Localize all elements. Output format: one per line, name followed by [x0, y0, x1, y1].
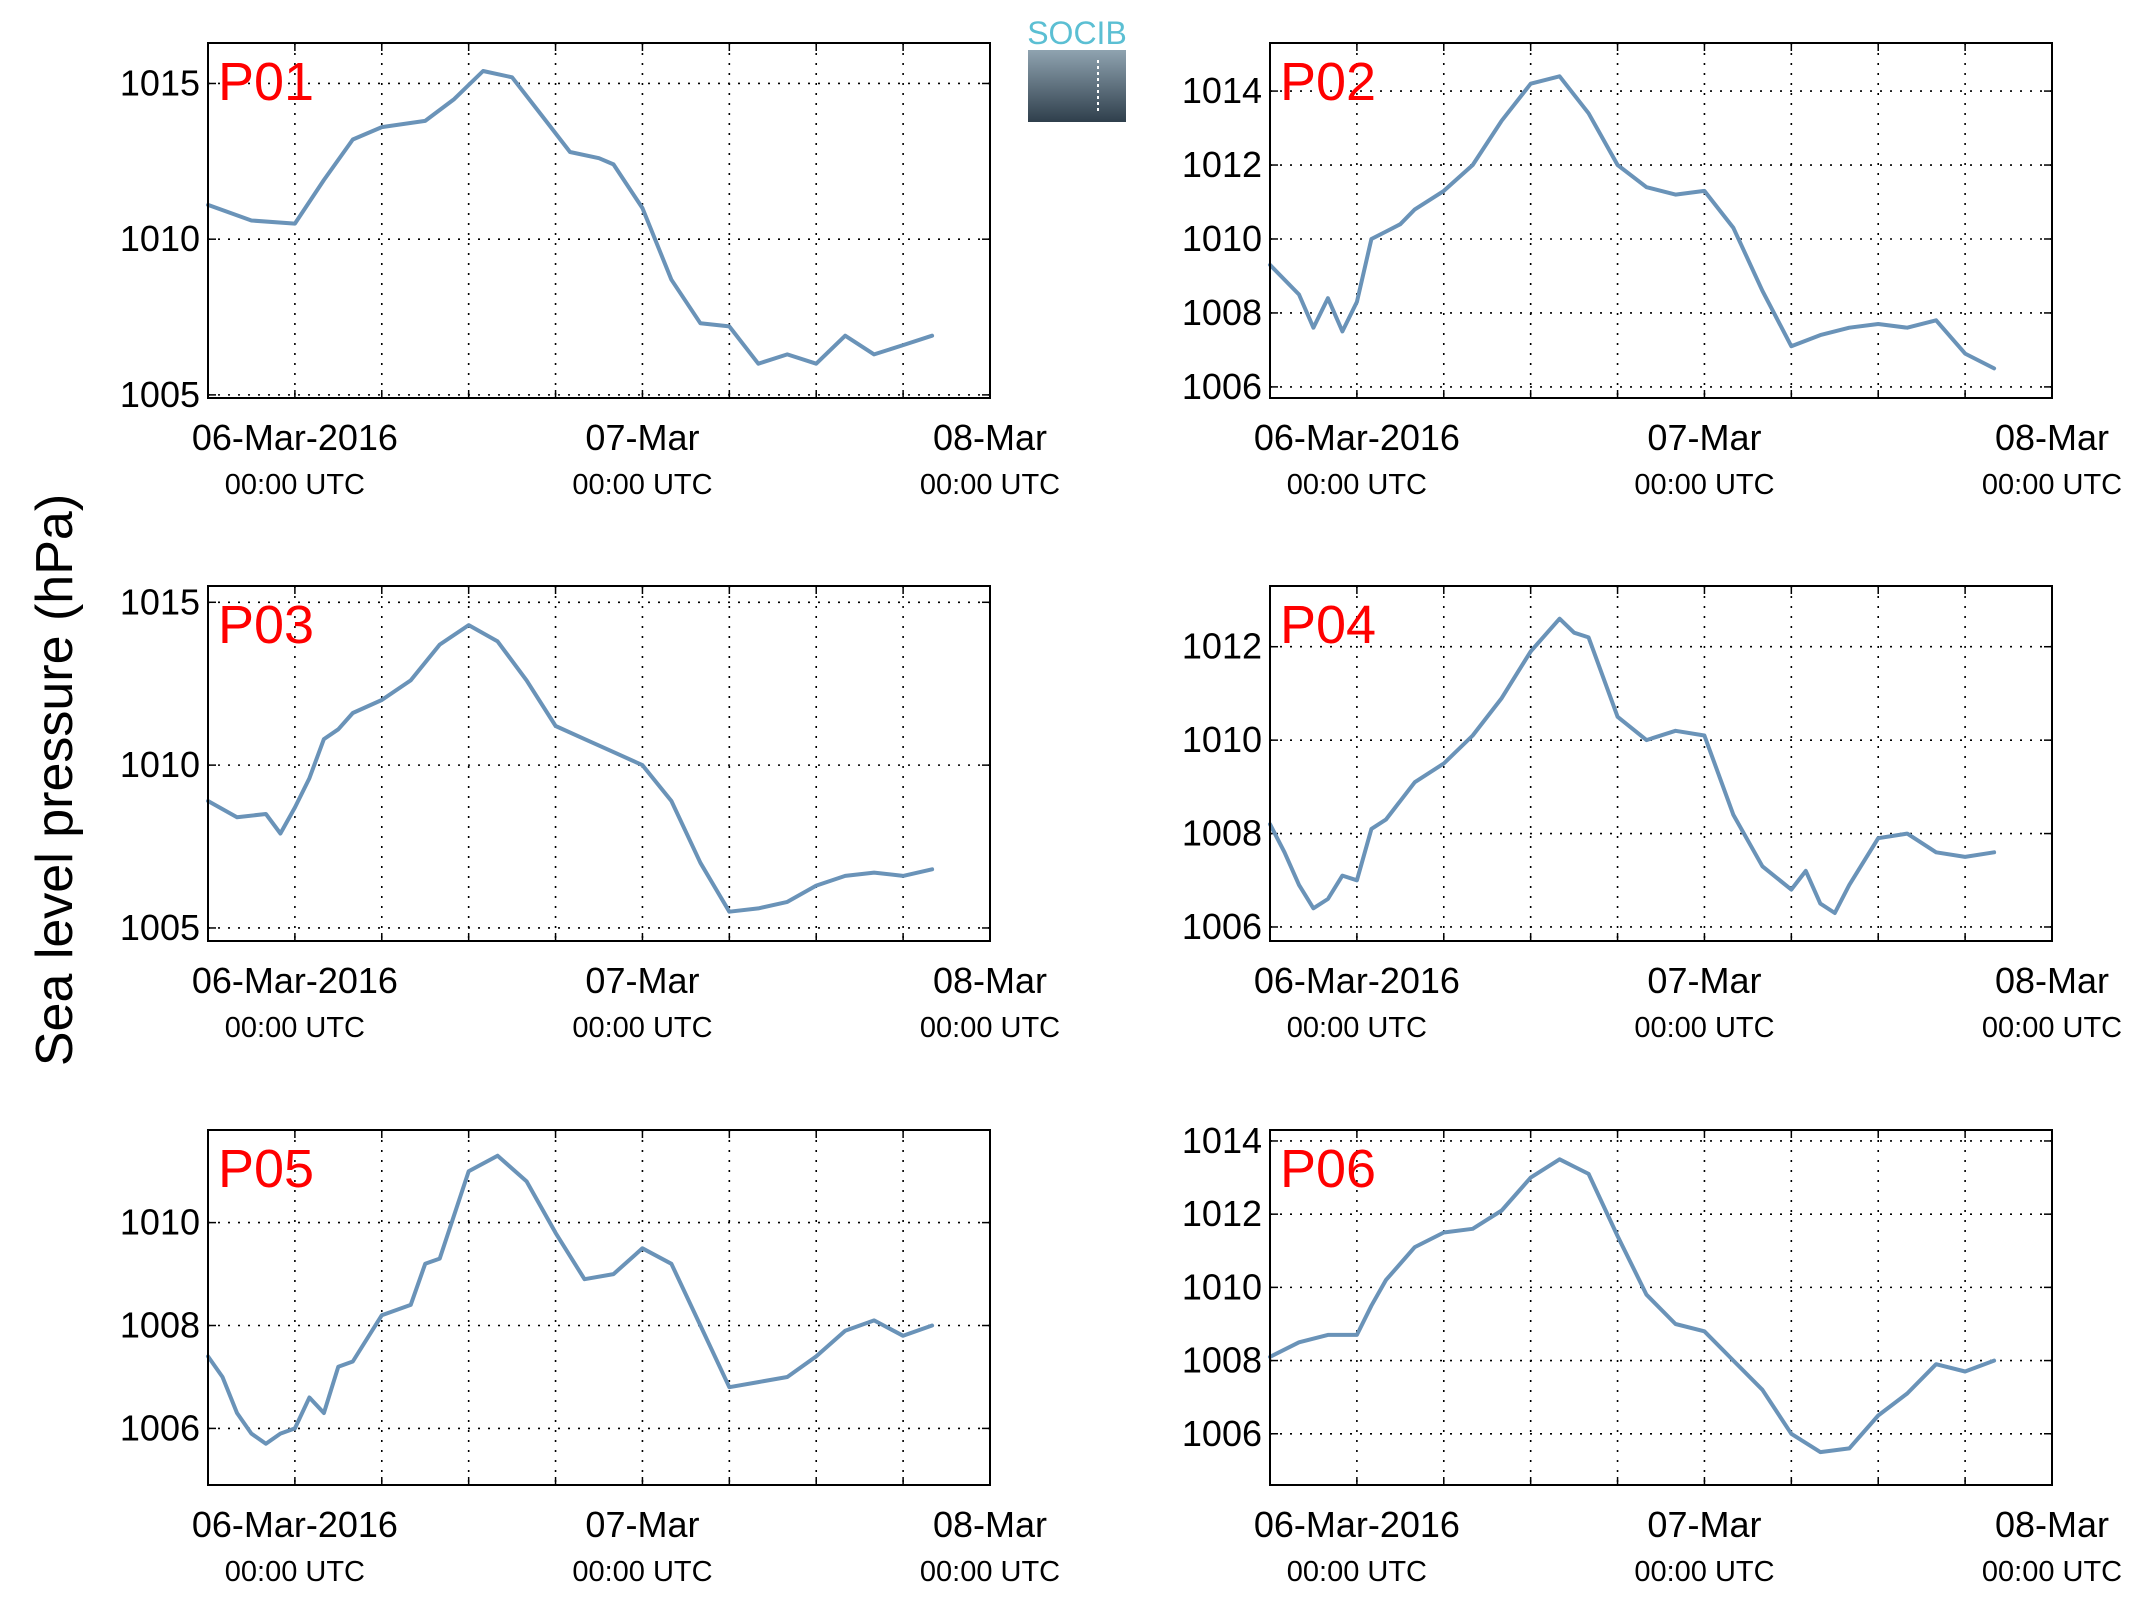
- y-tick-label: 1014: [1182, 70, 1262, 111]
- x-tick-sublabel: 00:00 UTC: [920, 1556, 1060, 1588]
- logo-block: [1028, 50, 1126, 122]
- x-tick-label: 06-Mar-2016: [1254, 417, 1460, 458]
- y-tick-label: 1008: [120, 1305, 200, 1346]
- logo-text: SOCIB: [1027, 15, 1127, 51]
- y-tick-label: 1010: [1182, 1266, 1262, 1307]
- series-line-p03: [206, 623, 935, 914]
- y-tick-label: 1012: [1182, 1193, 1262, 1234]
- y-tick-label: 1010: [120, 1202, 200, 1243]
- x-tick-label: 08-Mar: [933, 960, 1047, 1001]
- x-tick-label: 06-Mar-2016: [1254, 960, 1460, 1001]
- x-tick-sublabel: 00:00 UTC: [1982, 1012, 2122, 1044]
- y-tick-label: 1005: [120, 374, 200, 415]
- chart-panel-p05: 1006 1008 1010 06-Mar-2016 00:00 UTC 07-Mar 00…: [120, 1129, 1060, 1588]
- series-line-p05: [206, 1153, 935, 1446]
- plot-frame: [1269, 42, 2053, 399]
- panel-label: P06: [1280, 1139, 1376, 1199]
- plot-frame: [207, 1129, 991, 1486]
- x-tick-label: 07-Mar: [585, 1504, 699, 1545]
- y-tick-label: 1008: [1182, 1340, 1262, 1381]
- plot-area: [208, 586, 990, 941]
- x-tick-sublabel: 00:00 UTC: [1634, 1012, 1774, 1044]
- y-tick-label: 1010: [120, 744, 200, 785]
- x-tick-sublabel: 00:00 UTC: [1287, 1556, 1427, 1588]
- plot-frame: [207, 42, 991, 399]
- y-tick-label: 1012: [1182, 626, 1262, 667]
- chart-panel-p01: 1005 1010 1015 06-Mar-2016 00:00 UTC 07-Mar 00…: [120, 42, 1060, 501]
- x-tick-sublabel: 00:00 UTC: [1287, 469, 1427, 501]
- x-tick-sublabel: 00:00 UTC: [572, 469, 712, 501]
- series-line-p01: [206, 69, 935, 366]
- panel-label: P03: [218, 595, 314, 655]
- x-tick-label: 07-Mar: [1647, 1504, 1761, 1545]
- x-tick-label: 06-Mar-2016: [1254, 1504, 1460, 1545]
- figure-ylabel: Sea level pressure (hPa): [26, 494, 84, 1066]
- plot-area: [1270, 43, 2052, 398]
- plot-area: [208, 1130, 990, 1485]
- series-line-p02: [1268, 74, 1997, 371]
- y-tick-label: 1010: [1182, 719, 1262, 760]
- x-tick-sublabel: 00:00 UTC: [1982, 1556, 2122, 1588]
- x-tick-label: 07-Mar: [585, 417, 699, 458]
- chart-panel-p04: 1006 1008 1010 1012 06-Mar-2016 00:00 UTC 07-M…: [1182, 585, 2122, 1044]
- x-tick-sublabel: 00:00 UTC: [1634, 469, 1774, 501]
- socib-logo: SOCIB: [1027, 15, 1127, 122]
- x-tick-label: 08-Mar: [1995, 417, 2109, 458]
- y-tick-label: 1010: [120, 218, 200, 259]
- panels: 1005 1010 1015 06-Mar-2016 00:00 UTC 07-Mar 00…: [120, 42, 2122, 1588]
- y-tick-label: 1008: [1182, 292, 1262, 333]
- chart-panel-p06: 1006 1008 1010 1012 1014 06-Mar-2016 00:00 UTC…: [1182, 1120, 2122, 1588]
- panel-label: P02: [1280, 52, 1376, 112]
- y-tick-label: 1005: [120, 907, 200, 948]
- y-tick-label: 1006: [120, 1407, 200, 1448]
- x-tick-label: 06-Mar-2016: [192, 417, 398, 458]
- x-tick-label: 06-Mar-2016: [192, 960, 398, 1001]
- x-tick-sublabel: 00:00 UTC: [1287, 1012, 1427, 1044]
- plot-frame: [1269, 1129, 2053, 1486]
- plot-area: [1270, 586, 2052, 941]
- y-tick-label: 1015: [120, 581, 200, 622]
- x-tick-sublabel: 00:00 UTC: [920, 469, 1060, 501]
- chart-panel-p03: 1005 1010 1015 06-Mar-2016 00:00 UTC 07-Mar 00…: [120, 581, 1060, 1044]
- x-tick-sublabel: 00:00 UTC: [572, 1012, 712, 1044]
- plot-frame: [1269, 585, 2053, 942]
- panel-label: P01: [218, 52, 314, 112]
- plot-area: [208, 43, 990, 398]
- x-tick-sublabel: 00:00 UTC: [225, 1556, 365, 1588]
- x-tick-label: 07-Mar: [1647, 960, 1761, 1001]
- x-tick-sublabel: 00:00 UTC: [920, 1012, 1060, 1044]
- x-tick-label: 06-Mar-2016: [192, 1504, 398, 1545]
- x-tick-sublabel: 00:00 UTC: [1982, 469, 2122, 501]
- chart-panel-p02: 1006 1008 1010 1012 1014 06-Mar-2016 00:00 UTC…: [1182, 42, 2122, 501]
- series-line-p04: [1268, 616, 1997, 915]
- x-tick-label: 08-Mar: [1995, 960, 2109, 1001]
- y-tick-label: 1012: [1182, 144, 1262, 185]
- x-tick-label: 07-Mar: [585, 960, 699, 1001]
- x-tick-sublabel: 00:00 UTC: [225, 469, 365, 501]
- y-tick-label: 1014: [1182, 1120, 1262, 1161]
- y-tick-label: 1010: [1182, 218, 1262, 259]
- x-tick-label: 08-Mar: [933, 417, 1047, 458]
- y-tick-label: 1015: [120, 62, 200, 103]
- x-tick-sublabel: 00:00 UTC: [1634, 1556, 1774, 1588]
- x-tick-label: 08-Mar: [1995, 1504, 2109, 1545]
- y-tick-label: 1006: [1182, 1413, 1262, 1454]
- plot-frame: [207, 585, 991, 942]
- x-tick-label: 08-Mar: [933, 1504, 1047, 1545]
- y-tick-label: 1006: [1182, 906, 1262, 947]
- panel-label: P05: [218, 1139, 314, 1199]
- y-tick-label: 1006: [1182, 366, 1262, 407]
- x-tick-sublabel: 00:00 UTC: [572, 1556, 712, 1588]
- y-tick-label: 1008: [1182, 813, 1262, 854]
- panel-label: P04: [1280, 595, 1376, 655]
- series-line-p06: [1268, 1157, 1997, 1455]
- x-tick-label: 07-Mar: [1647, 417, 1761, 458]
- x-tick-sublabel: 00:00 UTC: [225, 1012, 365, 1044]
